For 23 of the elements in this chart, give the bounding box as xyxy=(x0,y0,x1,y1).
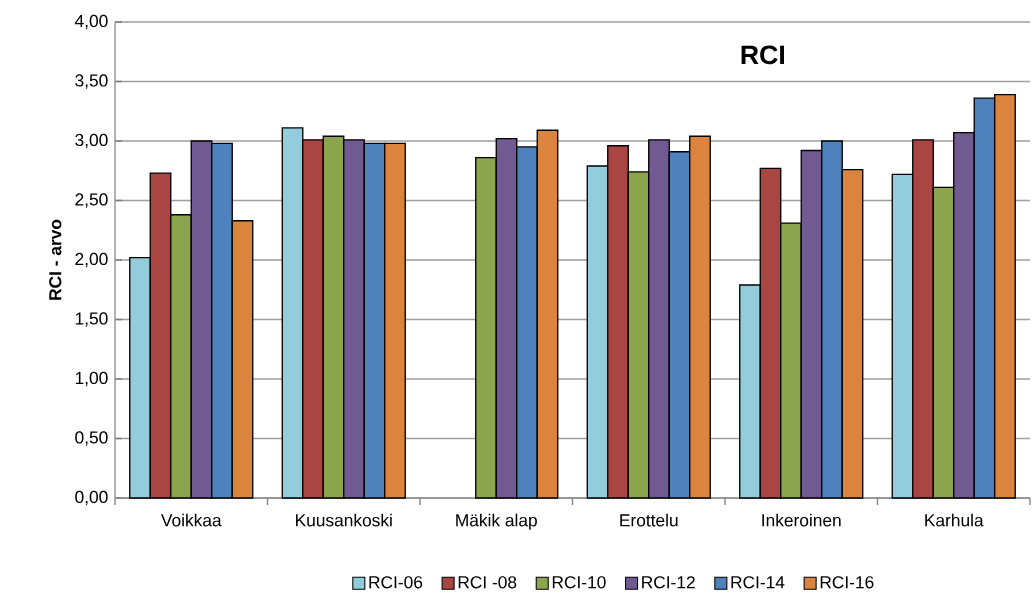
y-tick-label: 2,50 xyxy=(75,193,108,208)
legend-label: RCI-14 xyxy=(731,576,785,589)
y-tick-label: 3,00 xyxy=(75,133,108,149)
x-tick-label: Erottelu xyxy=(620,513,678,527)
legend-label: RCI-16 xyxy=(820,576,874,589)
legend-label: RCI -08 xyxy=(458,576,517,589)
legend-label: RCI-10 xyxy=(552,576,606,589)
legend-label: RCI-06 xyxy=(369,576,423,589)
x-tick-label: Voikkaa xyxy=(160,513,222,527)
y-tick-label: 1,50 xyxy=(75,312,108,327)
y-tick-label: 4,00 xyxy=(74,14,108,30)
x-tick-label: Inkeroinen xyxy=(762,513,841,527)
x-tick-label: Mäkik alap xyxy=(456,513,537,530)
y-axis-title: RCI - arvo xyxy=(49,219,62,300)
x-tick-label: Karhula xyxy=(925,513,984,527)
y-tick-label: 0,50 xyxy=(75,431,108,446)
y-tick-label: 2,00 xyxy=(75,252,108,268)
y-tick-label: 0,00 xyxy=(75,490,108,506)
y-tick-label: 3,50 xyxy=(75,74,108,89)
legend-label: RCI-12 xyxy=(642,576,695,589)
y-tick-label: 1,00 xyxy=(75,371,108,387)
x-tick-label: Kuusankoski xyxy=(296,513,392,527)
text: RCI xyxy=(741,45,784,65)
